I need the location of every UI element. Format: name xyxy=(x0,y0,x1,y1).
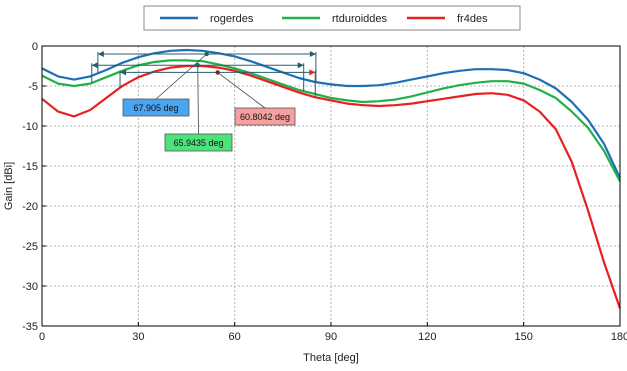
beamwidth-arrow-right-rogerdes xyxy=(309,51,316,57)
callout-box-fr4des xyxy=(234,107,296,126)
beamwidth-arrow-left-rtduroiddes xyxy=(91,62,98,69)
x-axis-title: Theta [deg] xyxy=(303,352,359,364)
beamwidth-arrow-left-rogerdes xyxy=(97,51,104,57)
beamwidth-arrow-right-rtduroiddes xyxy=(297,62,304,69)
callout-leader-rtduroiddes xyxy=(197,65,199,135)
x-tick-label: 90 xyxy=(325,331,337,343)
grid xyxy=(42,46,620,326)
ticks: 0 30 60 90 120 150 180 0 -5 -10 -15 -20 -25 -30 -35 xyxy=(22,41,627,343)
series-line-rogerdes xyxy=(41,48,621,179)
callout-leader-fr4des xyxy=(217,72,266,109)
beamwidth-arrow-left-fr4des xyxy=(120,69,127,76)
legend-label-rtduroiddes: rtduroiddes xyxy=(332,13,388,25)
callout-leader-rogerdes xyxy=(155,53,207,100)
beamwidth-arrow-right-fr4des xyxy=(309,69,316,76)
legend-box xyxy=(143,5,521,31)
y-tick-label: -20 xyxy=(22,201,38,213)
annotation-layer: 67.905 deg 65.9435 deg 60.8042 deg xyxy=(91,51,317,152)
legend: rogerdes rtduroiddes fr4des xyxy=(160,13,488,25)
y-tick-label: -15 xyxy=(22,161,38,173)
x-tick-label: 0 xyxy=(39,331,45,343)
x-tick-label: 60 xyxy=(229,331,241,343)
y-tick-label: -25 xyxy=(22,241,38,253)
legend-label-fr4des: fr4des xyxy=(457,13,488,25)
x-tick-label: 120 xyxy=(418,331,436,343)
callout-box-rogerdes xyxy=(122,98,190,117)
y-axis-title: Gain [dBi] xyxy=(3,162,15,210)
series-line-fr4des xyxy=(41,64,622,309)
x-tick-label: 150 xyxy=(514,331,532,343)
callout-label-rtduroiddes: 65.9435 deg xyxy=(173,138,223,148)
callout-box-rtduroiddes xyxy=(164,133,233,152)
callout-label-rogerdes: 67.905 deg xyxy=(133,103,178,113)
callout-label-fr4des: 60.8042 deg xyxy=(240,112,290,122)
legend-label-rogerdes: rogerdes xyxy=(210,13,254,25)
y-tick-label: -35 xyxy=(22,321,38,333)
y-tick-label: -10 xyxy=(22,121,38,133)
x-tick-label: 180 xyxy=(611,331,627,343)
y-tick-label: 0 xyxy=(32,41,38,53)
y-tick-label: -5 xyxy=(28,81,38,93)
y-tick-label: -30 xyxy=(22,281,38,293)
x-tick-label: 30 xyxy=(132,331,144,343)
